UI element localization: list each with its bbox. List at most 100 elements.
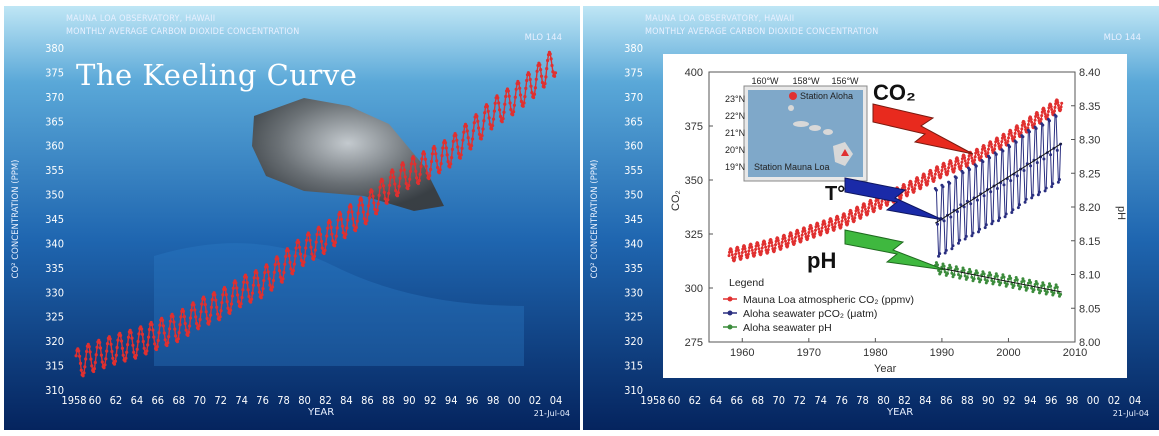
mauna-loa-point xyxy=(830,219,834,223)
data-point xyxy=(436,165,440,170)
aloha-ph-point xyxy=(959,274,963,278)
mauna-loa-point xyxy=(793,239,797,243)
mauna-loa-point xyxy=(912,189,916,193)
y-left-tick-label: 400 xyxy=(685,67,703,79)
mauna-loa-point xyxy=(740,254,744,258)
data-point xyxy=(353,229,358,233)
data-point xyxy=(271,285,275,289)
data-point xyxy=(307,233,311,237)
aloha-ph-point xyxy=(972,277,976,281)
mauna-loa-point xyxy=(846,219,850,223)
x-tick-label: 02 xyxy=(529,394,542,407)
data-point xyxy=(392,175,396,179)
data-point xyxy=(219,309,223,313)
aloha-pco2-point xyxy=(1038,190,1041,194)
data-point xyxy=(349,205,353,209)
data-point xyxy=(113,359,117,363)
map-latitude-label: 22°N xyxy=(725,111,745,121)
data-point xyxy=(84,357,88,361)
aloha-ph-point xyxy=(1053,286,1057,290)
data-point xyxy=(156,338,160,343)
aloha-ph-point xyxy=(963,274,967,278)
mauna-loa-point xyxy=(860,213,863,217)
data-point xyxy=(245,281,249,285)
mauna-loa-point xyxy=(1007,132,1011,136)
data-point xyxy=(523,95,527,99)
header-line-2: MONTHLY AVERAGE CARBON DIOXIDE CONCENTRA… xyxy=(645,27,879,37)
mauna-loa-point xyxy=(873,202,877,206)
y-tick-label: 375 xyxy=(624,66,643,79)
aloha-ph-point xyxy=(993,275,997,279)
data-point xyxy=(179,315,183,319)
data-point xyxy=(448,165,452,169)
data-point xyxy=(381,184,386,188)
aloha-ph-point xyxy=(949,266,953,270)
mauna-loa-point xyxy=(1060,101,1064,105)
aloha-ph-point xyxy=(1012,284,1016,288)
mauna-loa-point xyxy=(747,249,751,253)
x-tick-label: 84 xyxy=(919,394,932,407)
aloha-ph-point xyxy=(1003,281,1007,285)
aloha-pco2-point xyxy=(1014,140,1018,144)
data-point xyxy=(398,176,402,180)
aloha-pco2-point xyxy=(950,247,954,251)
aloha-ph-point xyxy=(1042,283,1046,287)
data-point xyxy=(328,220,332,224)
aloha-ph-point xyxy=(1009,276,1013,280)
ph-lightning-arrow xyxy=(844,229,946,271)
y-right-tick-label: 8.30 xyxy=(1079,135,1100,147)
aloha-pco2-point xyxy=(963,237,967,241)
mauna-loa-point xyxy=(970,156,974,160)
data-point xyxy=(168,319,172,323)
data-point xyxy=(78,361,83,365)
aloha-ph-point xyxy=(948,263,952,267)
data-point xyxy=(397,184,401,188)
data-point xyxy=(278,275,282,279)
legend-label-mauna: Mauna Loa atmospheric CO₂ (ppmv) xyxy=(743,294,914,306)
data-point xyxy=(103,363,107,367)
data-point xyxy=(469,147,473,151)
data-point xyxy=(192,303,196,307)
data-point xyxy=(367,204,371,208)
x-tick-label: 04 xyxy=(1129,394,1142,407)
data-point xyxy=(308,238,312,242)
data-point xyxy=(336,218,340,222)
data-point xyxy=(271,278,275,283)
data-point xyxy=(345,226,349,230)
data-point xyxy=(242,280,246,284)
data-point xyxy=(112,362,117,366)
data-point xyxy=(171,314,175,319)
aloha-ph-point xyxy=(1039,289,1043,293)
data-point xyxy=(482,119,486,123)
mauna-loa-point xyxy=(1029,117,1033,121)
aloha-ph-point xyxy=(1028,278,1031,282)
mauna-loa-point xyxy=(833,225,837,229)
mauna-loa-point xyxy=(953,166,957,170)
temperature-arrow-label: T° xyxy=(825,183,845,205)
data-point xyxy=(261,287,265,291)
mauna-loa-point xyxy=(993,143,997,147)
mauna-loa-point xyxy=(769,238,773,242)
aloha-pco2-point xyxy=(984,223,988,227)
data-point xyxy=(268,283,272,287)
aloha-ph-point xyxy=(1059,292,1063,296)
mauna-loa-point xyxy=(784,239,787,243)
mauna-loa-point xyxy=(1003,138,1007,142)
aloha-ph-point xyxy=(1049,284,1053,288)
data-point xyxy=(119,339,124,343)
mauna-loa-point xyxy=(879,205,883,209)
aloha-pco2-point xyxy=(1001,149,1005,153)
mauna-loa-point xyxy=(820,226,824,230)
aloha-pco2-point xyxy=(1054,114,1058,118)
data-point xyxy=(361,210,365,214)
data-point xyxy=(293,254,297,258)
data-point xyxy=(462,130,466,134)
data-point xyxy=(501,117,505,121)
y-tick-label: 315 xyxy=(45,360,64,373)
data-point xyxy=(420,157,424,161)
data-point xyxy=(252,276,256,280)
mauna-loa-point xyxy=(766,248,770,252)
mauna-loa-point xyxy=(806,234,810,238)
aloha-pco2-point xyxy=(990,222,994,226)
data-point xyxy=(294,246,298,250)
